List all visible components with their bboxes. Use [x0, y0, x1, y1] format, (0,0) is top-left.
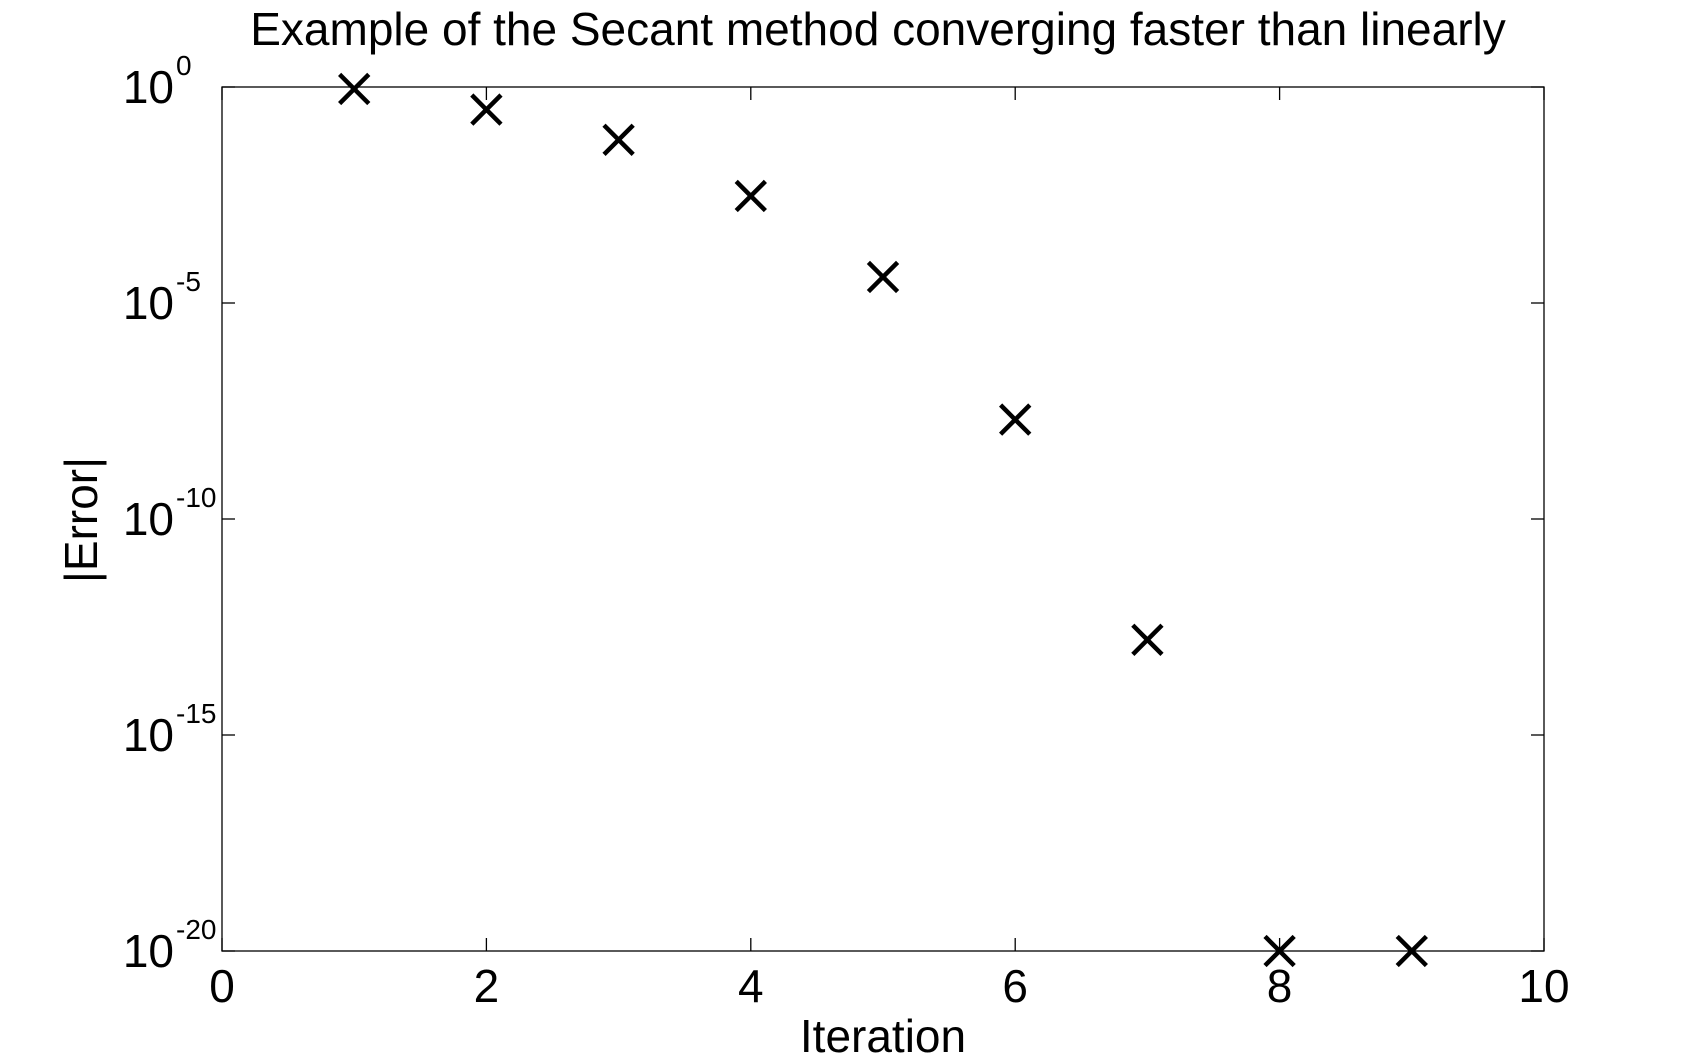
- data-point-marker: [1263, 934, 1296, 968]
- data-point-marker: [1131, 623, 1164, 656]
- data-point-marker: [338, 72, 371, 106]
- y-tick-label-exponent: 0: [176, 50, 192, 81]
- data-point-marker: [1395, 934, 1428, 968]
- axis-ticks: [221, 86, 1545, 952]
- y-tick-label: 10 -15: [123, 698, 217, 761]
- x-axis-label: Iteration: [800, 1010, 966, 1057]
- data-point-marker: [999, 403, 1032, 436]
- y-tick-label: 10 -10: [123, 482, 217, 545]
- y-axis-label: |Error|: [55, 457, 107, 583]
- y-tick-label-base: 10: [123, 925, 174, 977]
- y-tick-label: 10 0: [123, 50, 192, 113]
- y-tick-label: 10 -20: [123, 914, 217, 977]
- x-tick-label: 0: [209, 960, 235, 1012]
- chart-title: Example of the Secant method converging …: [250, 3, 1506, 55]
- y-tick-label-base: 10: [123, 493, 174, 545]
- data-point-marker: [602, 123, 635, 156]
- y-tick-label-exponent: -5: [176, 266, 201, 297]
- x-tick-label: 2: [474, 960, 500, 1012]
- y-tick-label: 10 -5: [123, 266, 201, 329]
- x-tick-labels: 0 2 4 6 8 10: [209, 960, 1569, 1012]
- y-tick-label-base: 10: [123, 709, 174, 761]
- x-tick-label: 8: [1267, 960, 1293, 1012]
- data-point-marker: [734, 179, 767, 213]
- plot-area-frame: [221, 86, 1545, 952]
- x-tick-label: 4: [738, 960, 764, 1012]
- y-tick-label-base: 10: [123, 277, 174, 329]
- x-tick-label: 10: [1518, 960, 1569, 1012]
- data-point-marker: [470, 93, 503, 126]
- y-tick-label-exponent: -15: [176, 698, 216, 729]
- y-tick-label-exponent: -10: [176, 482, 216, 513]
- y-tick-label-base: 10: [123, 61, 174, 113]
- x-tick-label: 6: [1002, 960, 1028, 1012]
- data-points: [338, 72, 1428, 968]
- data-point-marker: [866, 260, 900, 294]
- y-tick-label-exponent: -20: [176, 914, 216, 945]
